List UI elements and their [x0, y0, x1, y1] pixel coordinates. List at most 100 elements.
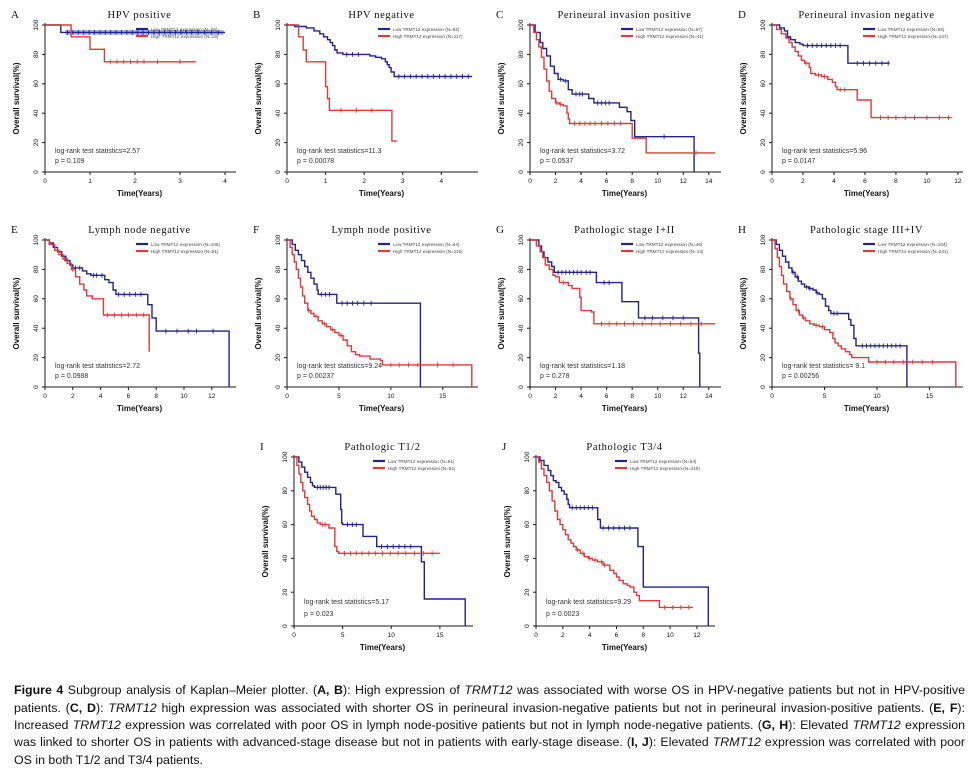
y-tick-label: 60: [33, 295, 40, 303]
logrank-stat: log-rank test statistics=1.18: [540, 363, 625, 370]
x-tick-label: 6: [604, 178, 608, 185]
y-tick-label: 0: [33, 170, 40, 174]
panel-title: HPV negative: [349, 10, 415, 21]
legend-label-low: Low TRMT12 expression (N=64): [393, 242, 460, 247]
logrank-stat: log-rank test statistics=9.29: [546, 599, 631, 606]
y-tick-label: 40: [275, 109, 282, 117]
p-value: p = 0.00078: [297, 158, 334, 165]
x-tick-label: 0: [534, 632, 538, 639]
km-panel-d: D Perineural invasion negative 0 2 4 6 8 10 12 0 2…: [738, 9, 963, 198]
logrank-stat: log-rank test statistics= 9.1: [782, 363, 865, 370]
y-tick-label: 100: [275, 234, 282, 245]
panel-letter: D: [738, 9, 746, 21]
x-tick-label: 10: [388, 393, 396, 400]
km-curve-low: [529, 24, 695, 172]
y-tick-label: 20: [524, 588, 531, 596]
legend-label-low: Low TRMT12 expression (N=92): [393, 27, 460, 32]
panel-letter: H: [738, 224, 746, 236]
x-tick-label: 15: [926, 393, 934, 400]
x-tick-label: 0: [43, 393, 47, 400]
x-tick-label: 10: [666, 632, 674, 639]
y-tick-label: 20: [282, 588, 289, 596]
x-tick-label: 8: [630, 178, 634, 185]
y-tick-label: 80: [518, 50, 525, 58]
x-tick-label: 5: [823, 393, 827, 400]
panel-title: Lymph node negative: [88, 225, 190, 236]
x-tick-label: 5: [337, 393, 341, 400]
x-tick-label: 0: [43, 178, 47, 185]
legend-label-low: Low TRMT12 expression (N=26): [151, 27, 218, 32]
panel-title: Pathologic T1/2: [344, 442, 420, 453]
x-tick-label: 5: [340, 632, 344, 639]
logrank-stat: log-rank test statistics=2.72: [55, 363, 140, 370]
x-tick-label: 6: [127, 393, 131, 400]
panel-letter: J: [502, 441, 507, 453]
x-tick-label: 8: [641, 632, 645, 639]
km-panel-i: I Pathologic T1/2 0 5 10 15 0 20 40 60 80 100 Overal…: [260, 441, 473, 652]
x-tick-label: 2: [801, 178, 805, 185]
p-value: p = 0.00237: [297, 373, 334, 380]
y-tick-label: 100: [282, 451, 289, 462]
y-axis-label: Overall survival(%): [497, 277, 506, 349]
x-axis-label: Time(Years): [602, 404, 648, 413]
p-value: p = 0.0023: [546, 611, 579, 618]
y-tick-label: 0: [518, 170, 525, 174]
y-tick-label: 60: [760, 295, 767, 303]
km-curve-low: [771, 239, 908, 387]
x-axis-label: Time(Years): [117, 404, 163, 413]
km-curve-high: [771, 24, 952, 119]
panel-d-container: D Perineural invasion negative 0 2 4 6 8 10 12 0 2…: [734, 5, 971, 206]
figure-caption: Figure 4 Subgroup analysis of Kaplan–Mei…: [14, 683, 965, 767]
km-curve-low: [45, 239, 230, 387]
panel-letter: G: [496, 224, 504, 236]
x-axis-label: Time(Years): [359, 189, 405, 198]
km-panel-c: C Perineural invasion positive 0 2 4 6 8 10 12 14…: [496, 9, 721, 198]
x-tick-label: 14: [705, 393, 713, 400]
legend-label-high: High TRMT12 expression (N=91): [151, 249, 219, 254]
logrank-stat: log-rank test statistics=3.72: [540, 148, 625, 155]
y-tick-label: 40: [33, 109, 40, 117]
x-axis-label: Time(Years): [359, 404, 405, 413]
y-tick-label: 60: [33, 80, 40, 88]
y-tick-label: 20: [760, 139, 767, 147]
p-value: p = 0.023: [304, 611, 333, 618]
x-tick-label: 10: [923, 178, 931, 185]
x-tick-label: 3: [401, 178, 405, 185]
x-tick-label: 10: [873, 393, 881, 400]
km-curve-high: [529, 239, 715, 325]
x-tick-label: 2: [363, 178, 367, 185]
x-tick-label: 0: [286, 178, 290, 185]
panel-b-container: B HPV negative 0 1 2 3 4 0 20 40 60 80 100 Overall su…: [250, 5, 487, 206]
logrank-stat: log-rank test statistics=9.24: [297, 363, 382, 370]
y-axis-label: Overall survival(%): [739, 62, 748, 134]
y-tick-label: 60: [275, 80, 282, 88]
km-curve-high: [529, 24, 715, 154]
x-axis-label: Time(Years): [844, 189, 890, 198]
panel-h-container: H Pathologic stage III+IV 0 5 10 15 0 20 40 60 80 1…: [734, 220, 971, 421]
panel-letter: F: [253, 224, 259, 236]
y-tick-label: 80: [760, 50, 767, 58]
km-curve-low: [287, 24, 473, 78]
logrank-stat: log-rank test statistics=2.57: [55, 148, 140, 155]
x-tick-label: 2: [553, 178, 557, 185]
y-tick-label: 40: [275, 324, 282, 332]
panel-j-container: J Pathologic T3/4 0 2 4 6 8 10 12 0 20 40 60 80 100 Ove…: [498, 437, 723, 660]
x-tick-label: 6: [604, 393, 608, 400]
panel-i-container: I Pathologic T1/2 0 5 10 15 0 20 40 60 80 100 Overal…: [256, 437, 481, 660]
x-tick-label: 10: [654, 393, 662, 400]
y-tick-label: 80: [275, 50, 282, 58]
y-tick-label: 80: [524, 487, 531, 495]
y-tick-label: 100: [760, 19, 767, 30]
x-tick-label: 4: [99, 393, 103, 400]
x-tick-label: 12: [208, 393, 216, 400]
km-panel-g: G Pathologic stage I+II 0 2 4 6 8 10 12 14 0 20 40 60…: [496, 224, 721, 413]
y-tick-label: 40: [760, 324, 767, 332]
x-axis-label: Time(Years): [359, 643, 405, 652]
x-axis-label: Time(Years): [602, 189, 648, 198]
x-tick-label: 0: [770, 393, 774, 400]
x-tick-label: 4: [579, 178, 583, 185]
y-tick-label: 100: [33, 234, 40, 245]
panel-letter: A: [11, 9, 19, 21]
x-tick-label: 12: [693, 632, 701, 639]
